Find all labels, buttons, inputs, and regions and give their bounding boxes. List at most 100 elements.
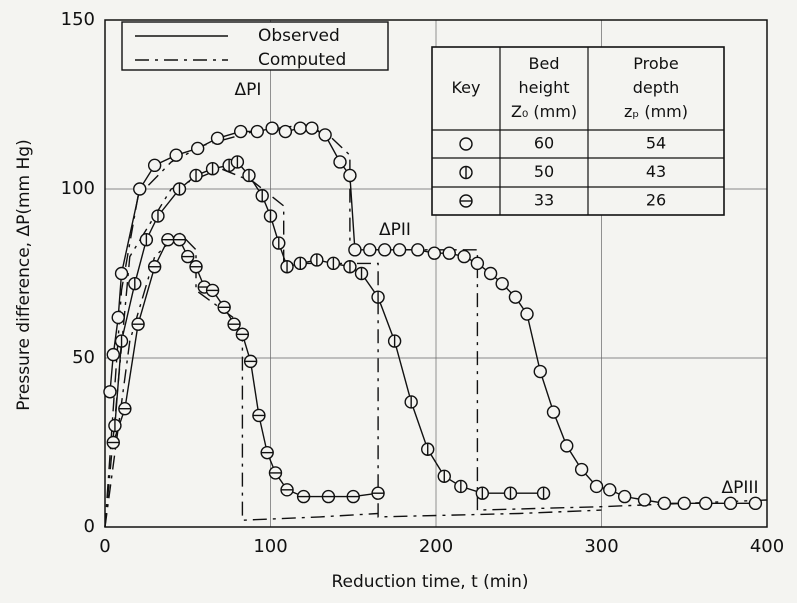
marker — [230, 155, 245, 169]
legend-label: Computed — [258, 50, 346, 70]
marker — [392, 243, 407, 257]
marker-circle — [411, 243, 425, 257]
marker-circle — [348, 243, 362, 257]
marker-circle — [459, 137, 473, 151]
marker-circle — [723, 496, 738, 511]
marker — [217, 300, 231, 314]
marker — [108, 418, 122, 433]
marker-circle — [508, 290, 523, 304]
marker-circle — [617, 489, 632, 504]
marker — [371, 290, 385, 304]
y-axis-title: Pressure difference, ΔP(mm Hg) — [14, 139, 34, 410]
marker — [603, 483, 617, 497]
legend-box — [121, 21, 389, 71]
marker — [310, 253, 324, 267]
marker — [677, 496, 691, 511]
marker — [118, 402, 132, 416]
marker — [133, 182, 147, 196]
marker — [483, 266, 498, 281]
marker — [470, 256, 485, 271]
marker-circle — [111, 310, 125, 325]
marker-circle — [533, 364, 547, 379]
marker — [172, 232, 187, 247]
marker — [442, 246, 456, 260]
legend-label: Observed — [258, 26, 340, 46]
marker — [318, 128, 332, 142]
table-header-line: depth — [633, 78, 680, 97]
annotation: ΔPIII — [722, 478, 759, 498]
marker-circle — [427, 246, 442, 260]
marker-circle — [363, 243, 377, 257]
marker-circle — [637, 493, 652, 507]
marker — [346, 489, 360, 504]
marker-circle — [520, 307, 534, 321]
table-cell: 26 — [646, 191, 666, 210]
marker-circle — [278, 124, 293, 139]
marker — [508, 290, 523, 304]
marker — [243, 354, 258, 369]
table-header-line: Z₀ (mm) — [511, 102, 577, 121]
table-cell: 60 — [534, 134, 554, 153]
marker-circle — [190, 141, 205, 156]
marker-circle — [677, 496, 691, 511]
marker — [252, 408, 266, 423]
marker — [293, 256, 307, 271]
marker — [106, 347, 120, 362]
marker-circle — [293, 121, 307, 135]
marker-circle — [574, 462, 589, 477]
marker — [305, 121, 319, 135]
x-tick-label: 300 — [584, 536, 618, 557]
x-tick-label: 400 — [750, 536, 784, 557]
marker — [181, 249, 195, 264]
marker — [404, 395, 418, 409]
marker-circle — [106, 347, 120, 362]
marker — [574, 462, 589, 477]
table-cell: 50 — [534, 162, 554, 181]
marker — [421, 442, 435, 456]
marker-circle — [483, 266, 498, 281]
marker — [475, 486, 490, 500]
marker — [699, 496, 713, 511]
table-cell: 54 — [646, 134, 666, 153]
marker-circle — [114, 266, 129, 281]
marker-circle — [343, 168, 357, 183]
marker — [268, 466, 283, 480]
marker-circle — [657, 496, 672, 511]
marker — [234, 124, 248, 139]
marker — [377, 243, 392, 257]
marker — [454, 479, 468, 494]
marker — [189, 260, 203, 274]
marker — [111, 310, 125, 325]
marker — [617, 489, 632, 504]
marker — [265, 121, 279, 135]
marker-circle — [234, 124, 248, 139]
marker-circle — [103, 385, 117, 399]
marker — [151, 209, 165, 223]
marker — [147, 158, 162, 173]
marker — [343, 260, 357, 274]
x-tick-label: 0 — [99, 536, 110, 557]
marker — [293, 121, 307, 135]
x-tick-label: 200 — [419, 536, 453, 557]
x-axis-title: Reduction time, t (min) — [332, 572, 529, 592]
marker — [560, 439, 574, 453]
marker — [139, 232, 154, 247]
marker-circle — [560, 439, 574, 453]
marker — [205, 162, 220, 176]
marker — [103, 385, 117, 399]
marker — [387, 334, 402, 348]
annotation: ΔPII — [379, 220, 411, 240]
marker — [114, 266, 129, 281]
marker-circle — [169, 148, 183, 162]
marker-circle — [603, 483, 617, 497]
marker — [343, 168, 357, 183]
marker-circle — [589, 479, 604, 494]
marker-circle — [250, 124, 264, 139]
marker — [189, 168, 203, 183]
marker — [748, 496, 763, 511]
marker — [131, 317, 145, 331]
marker-circle — [305, 121, 319, 135]
marker — [210, 131, 225, 146]
table-header-line: Key — [451, 78, 480, 97]
